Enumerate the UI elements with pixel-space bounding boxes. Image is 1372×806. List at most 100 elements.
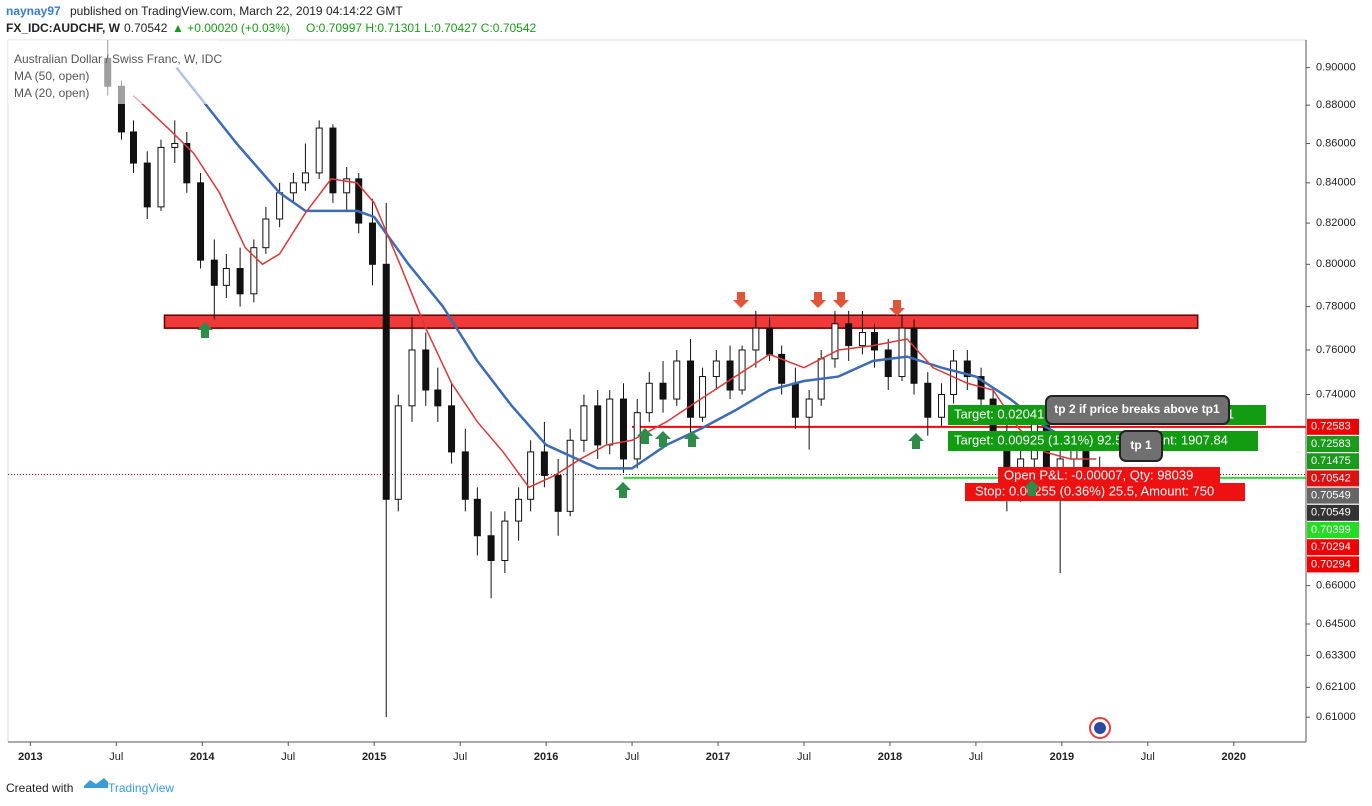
candle-body — [606, 398, 614, 446]
footer-brand: TradingView — [108, 781, 174, 795]
candle-body — [171, 143, 179, 148]
x-tick-label: 2017 — [706, 751, 730, 763]
candle-body — [845, 323, 853, 347]
down-arrows — [733, 292, 905, 316]
candle-body — [448, 405, 456, 453]
candle-body — [236, 267, 244, 295]
tp1-text: tp 1 — [1130, 438, 1152, 452]
price-label: 0.70294 — [1311, 558, 1351, 570]
candle-body — [461, 451, 469, 500]
candle-body — [791, 382, 799, 418]
candle-body — [289, 182, 297, 194]
candle-body — [197, 182, 205, 261]
price-label: 0.70549 — [1311, 507, 1351, 519]
price-label-bg — [1307, 418, 1359, 435]
candle-body — [712, 360, 720, 378]
tv-logo — [84, 778, 108, 788]
x-tick-label: 2016 — [534, 751, 558, 763]
y-tick-label: 0.82000 — [1316, 217, 1356, 229]
price-label: 0.70399 — [1311, 524, 1351, 536]
x-tick-label: 2020 — [1222, 751, 1246, 763]
y-tick-label: 0.63300 — [1316, 649, 1356, 661]
y-tick-label: 0.80000 — [1316, 258, 1356, 270]
candle-body — [473, 498, 481, 537]
tp2-callout — [1045, 395, 1230, 425]
candle-body — [157, 146, 165, 208]
annotations: Target: 0.02041 (2.81%) 204.1, Amount: 4… — [197, 292, 1266, 739]
candle-body — [831, 323, 839, 360]
candle-body — [898, 327, 906, 378]
price-label-bg — [1307, 487, 1359, 504]
price-label: 0.70294 — [1311, 541, 1351, 553]
publisher: naynay97 — [6, 4, 61, 18]
y-tick-label: 0.84000 — [1316, 177, 1356, 189]
x-tick-label: 2015 — [362, 751, 386, 763]
candle-body — [343, 178, 351, 194]
candle-body — [315, 127, 323, 174]
y-tick-label: 0.64500 — [1316, 618, 1356, 630]
tp1-callout — [1119, 430, 1163, 462]
price-label: 0.72583 — [1311, 421, 1351, 433]
x-tick-label: 2018 — [878, 751, 902, 763]
price-label-bg — [1307, 453, 1359, 470]
pnl-box — [998, 467, 1220, 485]
candle-body — [805, 398, 813, 418]
price-label: 0.70549 — [1311, 490, 1351, 502]
y-tick-label: 0.66000 — [1316, 580, 1356, 592]
candle-body — [422, 349, 430, 391]
candle-body — [394, 405, 402, 500]
candle-body — [408, 349, 416, 407]
candle-body — [262, 218, 270, 249]
resistance-zone — [163, 314, 1199, 329]
candle-body — [659, 382, 667, 400]
y-tick-label: 0.76000 — [1316, 344, 1356, 356]
candle-body — [580, 405, 588, 441]
y-tick-label: 0.74000 — [1316, 388, 1356, 400]
flag-icon-inner — [1094, 722, 1106, 734]
price-label: 0.70542 — [1311, 472, 1351, 484]
x-tick-label: Jul — [797, 751, 811, 763]
candle-body — [566, 439, 574, 512]
ohlc: O:0.70997 H:0.71301 L:0.70427 C:0.70542 — [306, 21, 537, 35]
last: 0.70542 — [124, 21, 168, 35]
axes: 0.90000 0.88000 0.86000 0.84000 0.82000 0.800… — [18, 62, 1359, 763]
y-tick-label: 0.78000 — [1316, 301, 1356, 313]
x-tick-label: Jul — [1141, 751, 1155, 763]
candle-body — [527, 451, 535, 500]
moving-average — [132, 95, 1097, 489]
y-tick-label: 0.90000 — [1316, 62, 1356, 74]
candle-body — [858, 331, 866, 347]
x-tick-label: Jul — [453, 751, 467, 763]
candle-body — [276, 192, 284, 220]
candle-body — [778, 353, 786, 384]
candle-body — [594, 405, 602, 446]
candle-body — [183, 143, 191, 184]
candle-body — [130, 131, 138, 164]
candle-body — [301, 172, 309, 184]
price-label-bg — [1307, 522, 1359, 539]
x-tick-label: Jul — [969, 751, 983, 763]
up-arrows — [197, 322, 1040, 498]
candle-body — [766, 327, 774, 355]
candle-body — [963, 360, 971, 378]
candle-body — [250, 247, 258, 295]
price-label-bg — [1307, 556, 1359, 573]
candle-body — [910, 327, 918, 384]
price-label-bg — [1307, 436, 1359, 453]
target-box — [948, 431, 1258, 451]
candle-body — [699, 376, 707, 418]
candle-body — [382, 263, 390, 500]
candle-body — [210, 259, 218, 286]
legend-bg — [8, 40, 218, 104]
candle-body — [687, 360, 695, 418]
pnl-text: Open P&L: -0.00007, Qty: 98039 — [1004, 467, 1193, 482]
candle-body — [673, 360, 681, 400]
candle-body — [501, 520, 509, 561]
candle-body — [368, 222, 376, 265]
symbol: FX_IDC:AUDCHF, W — [6, 21, 121, 35]
legend-entry: MA (20, open) — [14, 86, 89, 100]
candle-body — [938, 394, 946, 418]
y-tick-label: 0.88000 — [1316, 99, 1356, 111]
y-tick-label: 0.62100 — [1316, 681, 1356, 693]
